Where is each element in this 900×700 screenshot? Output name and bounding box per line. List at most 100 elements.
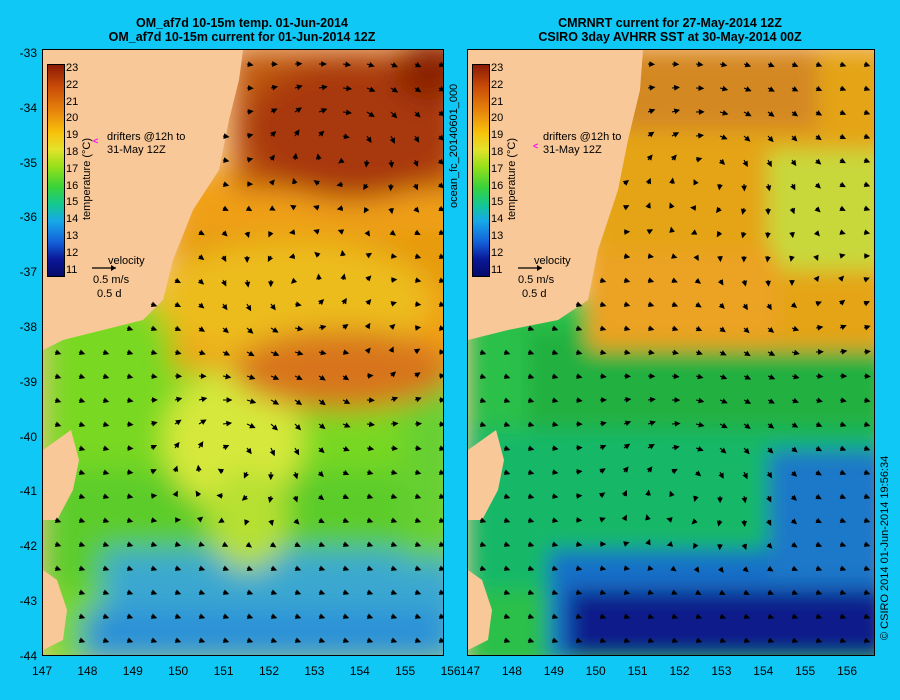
current-vector-head <box>815 301 822 307</box>
current-vector-head <box>815 469 822 476</box>
colorbar-tick-label: 20 <box>491 112 504 125</box>
current-vector-head <box>552 517 559 523</box>
current-vector-head <box>838 299 846 306</box>
current-vector-head <box>791 422 799 428</box>
current-vector-head <box>365 275 372 282</box>
left-drifter-icon: < <box>93 136 99 146</box>
current-vector-head <box>268 281 274 288</box>
current-vector-head <box>296 374 303 380</box>
current-vector-head <box>690 229 698 235</box>
current-vector-head <box>391 277 398 283</box>
current-vector-head <box>645 202 651 209</box>
colorbar-tick-label: 11 <box>66 263 78 276</box>
current-vector-head <box>717 497 723 504</box>
colorbar-tick-label: 13 <box>491 230 504 242</box>
current-vector-head <box>863 469 871 476</box>
current-vector-head <box>272 350 280 356</box>
current-vector-head <box>366 517 374 524</box>
current-vector-head <box>863 637 871 644</box>
current-vector-head <box>744 350 751 357</box>
current-vector-head <box>438 110 443 116</box>
current-vector-head <box>698 109 705 115</box>
current-vector-head <box>649 396 656 403</box>
current-vector-head <box>648 443 655 450</box>
current-vector-head <box>815 61 823 68</box>
current-vector-head <box>695 613 703 619</box>
current-vector-head <box>552 421 559 428</box>
current-vector-head <box>416 421 423 427</box>
current-vector-head <box>152 397 158 403</box>
right-colorbar-label: temperature (°C) <box>506 137 518 220</box>
current-vector-head <box>316 273 322 280</box>
colorbar-tick-label: 23 <box>491 62 504 74</box>
current-vector-head <box>768 86 775 92</box>
current-vector-head <box>674 397 681 403</box>
current-vector-head <box>174 589 182 596</box>
current-vector-head <box>721 134 728 140</box>
right-land-island <box>468 430 504 520</box>
current-vector-head <box>863 613 871 620</box>
current-vector-head <box>222 565 230 571</box>
current-vector-head <box>78 373 86 380</box>
current-vector-head <box>319 423 326 430</box>
current-vector-head <box>695 325 703 332</box>
current-vector-head <box>551 637 559 644</box>
current-vector-head <box>766 471 773 479</box>
current-vector-head <box>698 85 705 92</box>
current-vector-head <box>744 423 751 429</box>
current-vector-head <box>337 229 345 235</box>
current-vector-head <box>791 61 799 68</box>
colorbar-tick-label: 14 <box>491 213 504 226</box>
current-vector-head <box>151 517 158 523</box>
current-vector-head <box>863 133 871 140</box>
current-vector-head <box>296 61 303 67</box>
current-vector-head <box>815 565 823 572</box>
current-vector-head <box>789 280 795 287</box>
colorbar-tick-label: 23 <box>66 62 79 74</box>
lon-tick-label-right: 152 <box>669 664 690 678</box>
current-vector-head <box>479 541 487 548</box>
current-vector-head <box>438 517 443 524</box>
current-vector-head <box>294 637 302 644</box>
current-vector-head <box>503 397 511 404</box>
current-vector-head <box>815 517 822 524</box>
current-vector-head <box>365 136 372 144</box>
current-vector-head <box>839 205 846 211</box>
current-vector-head <box>647 589 655 595</box>
current-vector-head <box>346 85 353 92</box>
current-vector-head <box>767 637 775 644</box>
current-vector-head <box>174 301 182 308</box>
current-vector-head <box>198 302 205 309</box>
current-vector-head <box>815 541 823 547</box>
current-vector-head <box>740 232 747 239</box>
current-vector-head <box>527 565 535 572</box>
current-vector-head <box>624 325 631 332</box>
current-vector-head <box>102 397 110 404</box>
current-vector-head <box>722 110 729 116</box>
current-vector-head <box>599 517 606 523</box>
current-vector-head <box>741 497 748 504</box>
current-vector-head <box>790 518 798 525</box>
current-vector-head <box>270 589 278 596</box>
current-vector-head <box>863 541 871 548</box>
current-vector-head <box>721 422 728 429</box>
current-vector-head <box>318 517 325 524</box>
current-vector-head <box>414 541 422 548</box>
current-vector-head <box>767 422 775 429</box>
current-vector-head <box>271 108 278 114</box>
left-drifters-legend: drifters @12h to 31-May 12Z <box>107 131 185 157</box>
lat-tick-label-left: -33 <box>19 46 37 60</box>
colorbar-tick-label: 18 <box>491 146 504 158</box>
lat-tick-label-left: -37 <box>19 265 37 280</box>
current-vector-head <box>318 613 326 620</box>
current-vector-head <box>649 373 656 379</box>
current-vector-head <box>697 373 704 380</box>
current-vector-head <box>864 253 871 259</box>
current-vector-head <box>576 469 583 475</box>
current-vector-head <box>673 373 680 380</box>
current-vector-head <box>768 350 776 356</box>
current-vector-head <box>792 397 799 404</box>
current-vector-head <box>503 541 511 548</box>
current-vector-head <box>437 158 443 165</box>
current-vector-head <box>151 373 158 380</box>
